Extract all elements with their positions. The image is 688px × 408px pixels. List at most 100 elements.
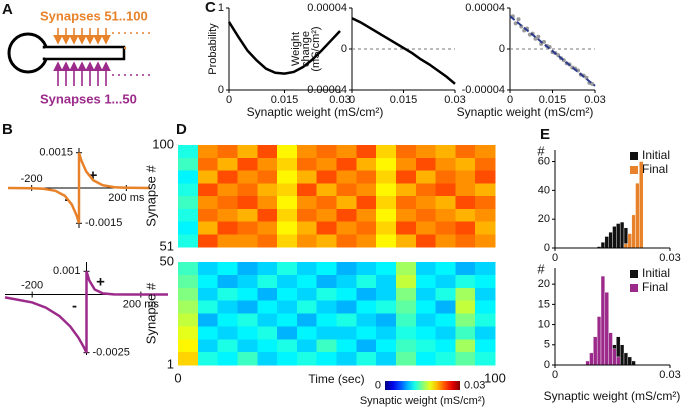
heat-cell [455,221,476,235]
heat-cell [316,313,338,327]
hist-bar [631,214,636,249]
heat-cell [475,339,496,353]
heat-cell [435,262,456,276]
x-tick-label: 0 [552,369,558,381]
heat-cell [336,170,357,184]
legend-swatch [630,166,638,174]
heat-cell [316,170,338,184]
heat-cell [415,326,437,340]
heat-cell [316,208,338,223]
colorbar-tick-label: 0 [375,379,381,391]
heat-cell [475,326,496,340]
heat-cell [455,339,476,353]
heat-cell [475,262,496,276]
heat-cell [475,300,496,315]
fit-line [509,15,596,87]
x-tick-label: 100 [484,370,506,385]
heat-cell [178,313,199,327]
heat-cell [395,183,417,197]
point [516,17,521,22]
x-tick-label: 0.03 [444,94,465,106]
heat-cell [475,145,496,159]
heat-cell [316,339,338,353]
heat-cell [376,157,397,172]
heat-cell [415,300,437,315]
heat-cell [435,208,456,223]
heat-cell [395,313,417,327]
heat-cell [376,352,397,366]
heat-cell [296,221,318,235]
heat-cell [455,262,476,276]
heat-cell [435,274,456,289]
heat-cell [217,157,239,172]
x-tick-label: 0.015 [539,94,567,106]
annotation: + [96,274,105,291]
heat-cell [217,208,239,223]
heat-cell [178,274,199,289]
heat-cell [257,326,278,340]
heat-cell [237,352,258,366]
heat-cell [296,170,318,184]
heat-cell [237,234,258,248]
heat-cell [475,183,496,197]
x-axis-label: Synaptic weight (mS/cm²) [247,105,384,119]
heat-cell [217,196,239,210]
x-tick-label: 0 [552,252,558,264]
heat-cell [277,352,298,366]
top-synapse-label: Synapses 51..100 [40,8,148,23]
heat-cell [356,274,377,289]
heat-cell [356,313,377,327]
heat-cell [257,300,278,315]
heat-cell [197,234,219,248]
heat-cell [336,208,357,223]
y-tick-label: 20 [538,213,550,225]
curve [351,17,456,85]
heat-cell [237,262,258,276]
heat-cell [257,183,278,197]
heat-cell [435,183,456,197]
annotation: + [89,167,98,184]
x-tick-label: -200 [21,173,43,185]
heat-cell [455,208,476,223]
heat-cell [356,287,377,302]
heat-cell [197,157,219,172]
heat-cell [455,352,476,366]
heat-cell [257,352,278,366]
heat-cell [356,157,377,172]
x-tick-label: 0 [507,94,513,106]
heat-cell [257,157,278,172]
heat-cell [296,196,318,210]
y-tick-label: 0.00004 [465,2,505,14]
heat-cell [277,208,298,223]
colorbar-label: Synaptic weight (mS/cm²) [360,395,485,407]
heat-cell [376,287,397,302]
heat-cell [376,170,397,184]
heat-cell [395,326,417,340]
heat-cell [237,208,258,223]
hist-bar [585,360,590,366]
heat-cell [296,300,318,315]
hist-bar [616,356,621,366]
heat-cell [376,339,397,353]
heat-cell [376,313,397,327]
heat-cell [336,262,357,276]
x-tick-label: 0 [349,94,355,106]
hist-bar [619,344,625,366]
heat-cell [395,221,417,235]
heat-cell [455,170,476,184]
x-tick-label: 200 ms [108,192,145,204]
heat-cell [475,287,496,302]
y-tick-label: 0 [544,242,550,254]
heat-cell [395,262,417,276]
heat-cell [435,157,456,172]
panel-label: B [2,121,13,138]
heat-cell [316,234,338,248]
heat-cell [197,221,219,235]
heat-cell [475,196,496,210]
heat-cell [237,313,258,327]
hist-bar [619,221,625,249]
heat-cell [197,196,219,210]
heat-cell [395,157,417,172]
heat-cell [395,234,417,248]
heat-cell [197,183,219,197]
